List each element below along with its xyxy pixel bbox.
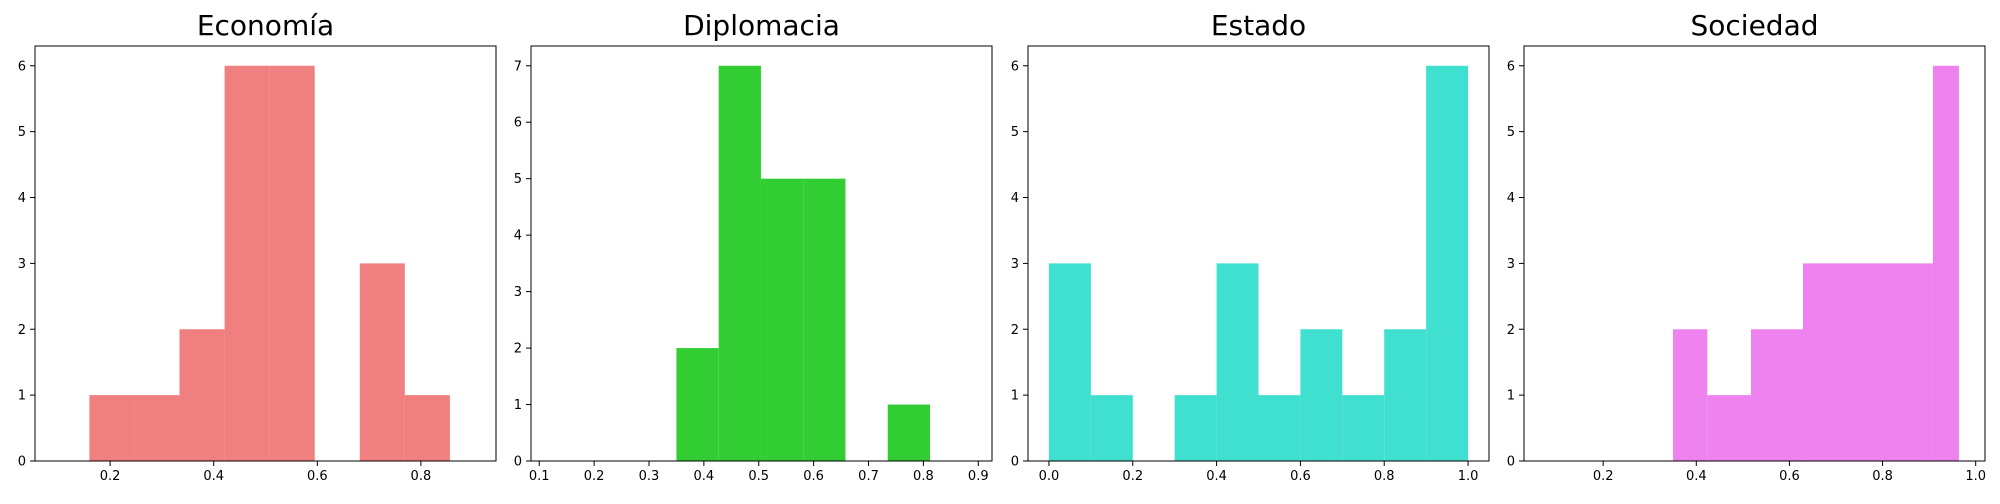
histogram-bar [760,178,804,461]
histogram-bar [1342,395,1385,461]
x-tick-label: 0.8 [913,469,934,484]
y-tick-label: 1 [514,398,522,413]
x-tick-label: 0.4 [1686,469,1707,484]
y-tick-label: 2 [514,342,522,357]
histogram-bar [179,329,225,461]
x-tick-label: 0.8 [411,469,432,484]
x-tick-label: 0.6 [1779,469,1800,484]
x-tick-label: 0.6 [307,469,328,484]
axes-frame [530,45,993,462]
x-tick-label: 1.0 [1458,469,1479,484]
axes-frame [34,45,497,462]
y-tick-label: 6 [514,116,522,131]
histogram-bar [224,65,270,461]
histogram-bar [89,395,135,461]
y-tick-label: 3 [18,257,26,272]
x-tick-label: 0.8 [1374,469,1395,484]
axes-frame [1523,45,1986,462]
y-tick-label: 3 [1011,257,1019,272]
histogram-bar [1048,263,1091,461]
chart-panel-1: 0.2 0.4 0.6 0.8 0 1 2 3 4 5 6 Economía [18,9,497,484]
y-tick-label: 3 [514,285,522,300]
histogram-bar [1258,395,1301,461]
x-tick-label: 0.1 [529,469,550,484]
y-tick-label: 3 [1507,257,1515,272]
y-tick-label: 4 [1507,191,1515,206]
histogram-bar [676,348,719,461]
x-tick-label: 0.9 [968,469,989,484]
histogram-bar [1707,395,1752,461]
histogram-bar [1854,263,1908,461]
x-tick-label: 0.6 [1290,469,1311,484]
y-tick-label: 0 [1011,455,1019,470]
x-tick-label: 0.2 [584,469,605,484]
histogram-bar [1932,65,1959,461]
y-tick-label: 1 [1011,389,1019,404]
histogram-bar [1751,329,1804,461]
chart-panel-4: 0.2 0.4 0.6 0.8 1.0 0 1 2 3 4 5 6 Sociedad [1507,9,1986,484]
y-tick-label: 1 [18,389,26,404]
y-tick-label: 2 [1507,323,1515,338]
histogram-bar [134,395,180,461]
chart-title: Estado [1211,9,1306,42]
y-tick-label: 5 [1011,125,1019,140]
histogram-bar [1174,395,1217,461]
y-tick-label: 5 [1507,125,1515,140]
x-tick-label: 0.4 [694,469,715,484]
y-tick-label: 5 [18,125,26,140]
y-tick-label: 0 [514,455,522,470]
x-tick-label: 0.4 [1206,469,1227,484]
x-tick-label: 0.2 [1593,469,1614,484]
chart-title: Economía [197,9,334,42]
x-tick-label: 0.2 [1122,469,1143,484]
histogram-bar [269,65,315,461]
axes-frame [1027,45,1490,462]
x-tick-label: 0.6 [803,469,824,484]
y-tick-label: 4 [18,191,26,206]
y-tick-label: 6 [1011,59,1019,74]
y-tick-label: 6 [1507,59,1515,74]
histogram-bar [1090,395,1133,461]
histogram-bar [404,395,450,461]
histogram-bar [1673,329,1708,461]
chart-panel-2: 0.1 0.2 0.3 0.4 0.5 0.6 0.7 0.8 0.9 0 1 2 3 4 5 6 7 Diplo… [514,9,993,484]
histogram-bar [1426,65,1469,461]
chart-title: Diplomacia [683,9,840,42]
x-tick-label: 0.7 [858,469,879,484]
y-tick-label: 7 [514,59,522,74]
histogram-bar [887,404,930,461]
y-tick-label: 2 [1011,323,1019,338]
histogram-bar [359,263,405,461]
x-tick-label: 0.0 [1039,469,1060,484]
histogram-bar [1803,263,1855,461]
y-tick-label: 6 [18,59,26,74]
y-tick-label: 4 [514,229,522,244]
y-tick-label: 1 [1507,389,1515,404]
y-tick-label: 0 [18,455,26,470]
x-tick-label: 0.3 [639,469,660,484]
x-tick-label: 0.4 [203,469,224,484]
histogram-bar [718,65,761,461]
histogram-bar [1216,263,1259,461]
x-tick-label: 0.2 [100,469,121,484]
x-tick-label: 0.5 [748,469,769,484]
chart-title: Sociedad [1690,9,1818,42]
histogram-bar [1907,263,1933,461]
histogram-bar [1384,329,1427,461]
y-tick-label: 4 [1011,191,1019,206]
y-tick-label: 2 [18,323,26,338]
y-tick-label: 5 [514,172,522,187]
x-tick-label: 1.0 [1965,469,1986,484]
histogram-bar [803,178,846,461]
x-tick-label: 0.8 [1872,469,1893,484]
chart-panel-3: 0.0 0.2 0.4 0.6 0.8 1.0 0 1 2 3 4 5 6 Estado [1011,9,1490,484]
y-tick-label: 0 [1507,455,1515,470]
histogram-bar [1300,329,1343,461]
